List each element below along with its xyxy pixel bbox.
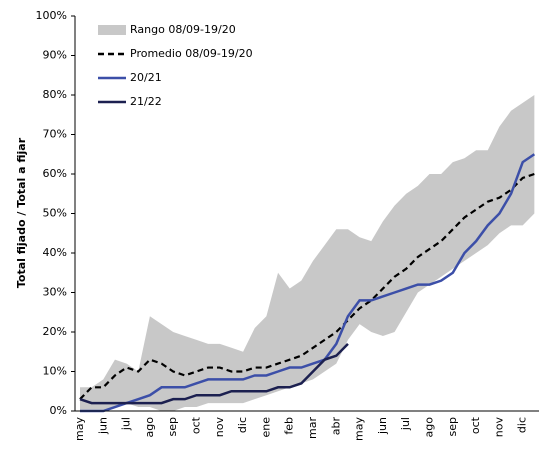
x-tick-label: ago [423,417,436,438]
legend-label: 20/21 [130,71,162,84]
x-tick-label: sep [166,417,179,436]
x-tick-label: jul [120,417,133,431]
x-tick-label: jul [399,417,412,431]
legend-label: Promedio 08/09-19/20 [130,47,253,60]
range-band [80,95,535,411]
x-tick-label: nov [213,417,226,438]
y-tick-label: 40% [43,246,67,259]
series-line [79,342,349,405]
x-tick-label: dic [236,417,249,433]
y-axis-label: Total fijado / Total a fijar [15,137,28,288]
y-tick-label: 10% [43,365,67,378]
x-tick-label: nov [492,417,505,438]
series-line [80,153,536,413]
x-tick-label: dic [516,417,529,433]
y-tick-label: 50% [43,207,67,220]
y-tick-label: 30% [43,286,67,299]
x-tick-label: oct [469,416,482,434]
y-tick-label: 20% [43,325,67,338]
y-tick-label: 60% [43,167,67,180]
legend-label: 21/22 [130,95,162,108]
y-tick-label: 100% [36,9,67,22]
x-tick-label: ago [143,417,156,438]
x-tick-label: feb [283,417,296,435]
x-tick-label: jun [96,417,109,435]
legend-swatch [98,25,126,35]
x-tick-label: may [353,417,366,441]
y-tick-label: 90% [43,49,67,62]
legend-label: Rango 08/09-19/20 [130,23,236,36]
y-tick-label: 80% [43,88,67,101]
x-tick-label: abr [329,417,342,436]
series-line [79,172,535,400]
x-tick-label: jun [376,417,389,435]
x-tick-label: sep [446,417,459,436]
x-tick-label: mar [306,417,319,439]
x-tick-label: ene [259,417,272,438]
y-tick-label: 70% [43,128,67,141]
x-tick-label: may [73,417,86,441]
x-tick-label: oct [190,416,203,434]
y-tick-label: 0% [50,404,67,417]
